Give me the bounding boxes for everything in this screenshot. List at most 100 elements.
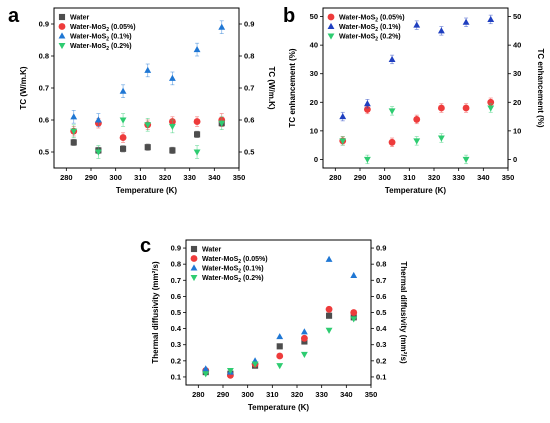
- y-axis-label-left: Thermal diffusivity (mm²/s): [151, 261, 160, 364]
- legend-marker: [190, 245, 198, 253]
- y-tick-label-left: 0.6: [171, 292, 181, 301]
- legend-marker: [58, 32, 66, 39]
- x-axis-label: Temperature (K): [116, 186, 178, 195]
- y-tick-label-right: 30: [513, 69, 521, 78]
- series-2: [339, 14, 495, 122]
- x-tick-label: 340: [208, 173, 221, 182]
- x-tick-label: 310: [134, 173, 147, 182]
- x-tick-label: 310: [266, 390, 279, 399]
- data-point: [350, 271, 358, 278]
- panel-letter: a: [8, 5, 20, 27]
- y-tick-label-right: 0.1: [376, 372, 386, 381]
- y-tick-label-right: 40: [513, 41, 521, 50]
- data-point: [276, 363, 284, 370]
- data-point: [325, 305, 333, 313]
- y-tick-label-left: 30: [310, 69, 318, 78]
- data-point: [276, 343, 283, 350]
- data-point: [413, 21, 421, 28]
- y-tick-label-left: 0.9: [171, 244, 181, 253]
- data-point: [462, 104, 470, 112]
- x-tick-label: 320: [159, 173, 172, 182]
- y-tick-label-right: 0.9: [244, 20, 254, 29]
- data-point: [276, 352, 284, 360]
- y-tick-label-left: 20: [310, 98, 318, 107]
- data-point: [70, 113, 78, 120]
- x-tick-label: 280: [192, 390, 205, 399]
- x-tick-label: 290: [217, 390, 230, 399]
- data-point: [70, 139, 77, 146]
- legend-marker: [190, 264, 198, 271]
- data-point: [276, 333, 284, 340]
- data-point: [300, 328, 308, 335]
- legend-marker: [190, 255, 198, 262]
- x-tick-label: 320: [428, 173, 441, 182]
- data-point: [363, 156, 371, 164]
- data-point: [437, 104, 445, 112]
- legend-label: Water-MoS2 (0.2%): [70, 43, 132, 52]
- data-point: [119, 134, 127, 142]
- series-3: [70, 20, 226, 127]
- legend-label: Water-MoS2 (0.2%): [339, 34, 401, 43]
- data-point: [168, 123, 176, 130]
- y-tick-label-left: 0.7: [171, 276, 181, 285]
- data-point: [226, 367, 234, 375]
- legend-label: Water-MoS2 (0.1%): [70, 34, 132, 43]
- y-tick-label-left: 0.7: [39, 84, 49, 93]
- data-point: [437, 27, 445, 34]
- y-tick-label-right: 0.5: [376, 308, 386, 317]
- legend-marker: [58, 13, 66, 21]
- panel-c: c 280 290 300 310 320 330 340 350 0.1 0.1 0.2 0.2 0.3…: [140, 235, 408, 412]
- y-axis-label-right: TC (W/m.K): [267, 66, 276, 109]
- data-point: [218, 23, 226, 30]
- data-point: [300, 334, 308, 342]
- y-tick-label-left: 0.1: [171, 372, 181, 381]
- x-tick-label: 280: [60, 173, 73, 182]
- panel-letter: c: [140, 235, 151, 257]
- x-tick-label: 310: [403, 173, 416, 182]
- data-point: [94, 149, 102, 156]
- data-point: [363, 100, 371, 107]
- y-tick-label-left: 0.8: [171, 260, 181, 269]
- y-axis-label-right: Thermal diffusivity (mm²/s): [399, 261, 408, 364]
- data-point: [169, 147, 176, 154]
- x-tick-label: 300: [241, 390, 254, 399]
- data-point: [120, 145, 127, 152]
- legend-marker: [327, 13, 335, 21]
- legend-label: Water-MoS2 (0.1%): [202, 266, 264, 275]
- data-point: [437, 135, 445, 142]
- y-tick-label-right: 50: [513, 12, 521, 21]
- y-tick-label-right: 0: [513, 155, 517, 164]
- data-point: [251, 361, 259, 368]
- y-tick-label-left: 0.9: [39, 20, 49, 29]
- y-tick-label-right: 0.7: [376, 276, 386, 285]
- legend-marker: [58, 23, 66, 30]
- y-tick-label-right: 0.8: [376, 260, 386, 269]
- data-point: [193, 46, 201, 53]
- y-tick-label-left: 0: [314, 155, 318, 164]
- data-point: [462, 18, 470, 25]
- y-tick-label-left: 10: [310, 126, 318, 135]
- y-tick-label-left: 0.6: [39, 116, 49, 125]
- data-point: [350, 309, 358, 316]
- data-point: [413, 116, 421, 123]
- x-tick-label: 330: [183, 173, 196, 182]
- data-point: [70, 128, 78, 135]
- y-tick-label-right: 0.6: [244, 116, 254, 125]
- y-tick-label-right: 0.3: [376, 340, 386, 349]
- legend-marker: [327, 22, 335, 30]
- y-tick-label-right: 10: [513, 126, 521, 135]
- x-tick-label: 300: [109, 173, 122, 182]
- data-point: [325, 327, 333, 334]
- series-3: [339, 103, 495, 165]
- data-point: [462, 156, 470, 164]
- y-tick-label-right: 0.2: [376, 356, 386, 365]
- y-tick-label-left: 0.5: [39, 148, 49, 157]
- series-4: [202, 316, 358, 378]
- y-tick-label-left: 40: [310, 41, 318, 50]
- data-point: [202, 371, 210, 378]
- x-tick-label: 340: [477, 173, 490, 182]
- data-point: [487, 105, 495, 112]
- data-point: [218, 120, 226, 127]
